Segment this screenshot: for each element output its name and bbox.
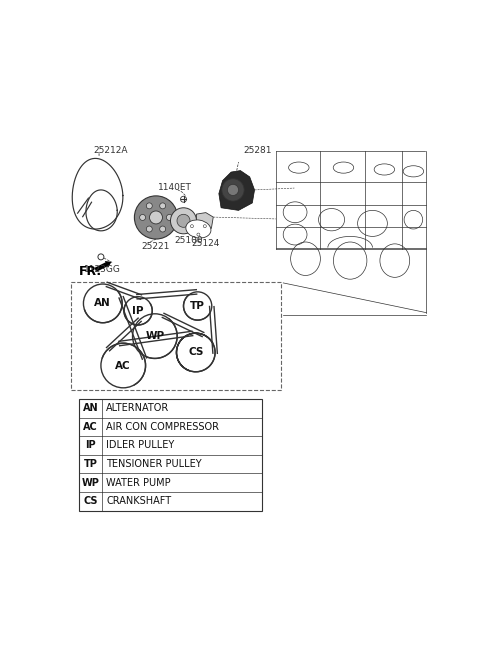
Text: TP: TP [84,459,97,469]
Text: AC: AC [83,422,98,432]
Circle shape [146,203,152,209]
Text: CS: CS [188,348,204,358]
Circle shape [167,215,172,220]
Text: 1123GG: 1123GG [84,265,121,274]
Text: IP: IP [132,306,144,316]
Circle shape [160,226,166,232]
Polygon shape [219,171,254,211]
Text: 25124: 25124 [192,239,220,249]
Circle shape [146,226,152,232]
Text: WP: WP [145,331,165,341]
Circle shape [160,203,166,209]
Text: FR.: FR. [79,265,102,278]
Text: WATER PUMP: WATER PUMP [106,478,171,487]
Text: CS: CS [83,497,98,506]
Text: AN: AN [95,298,111,308]
Circle shape [134,196,178,239]
Text: AN: AN [83,403,98,413]
Text: 1140ET: 1140ET [158,183,192,192]
Circle shape [204,225,206,228]
Text: 25212A: 25212A [93,146,128,155]
Text: WP: WP [82,478,99,487]
Circle shape [197,233,200,236]
Text: TP: TP [190,301,205,311]
Text: ALTERNATOR: ALTERNATOR [106,403,169,413]
Text: AC: AC [115,361,131,371]
Circle shape [222,178,244,201]
Circle shape [140,215,145,220]
Text: AIR CON COMPRESSOR: AIR CON COMPRESSOR [106,422,219,432]
Text: CRANKSHAFT: CRANKSHAFT [106,497,171,506]
Ellipse shape [186,220,211,238]
Circle shape [149,211,162,224]
Text: IP: IP [85,440,96,451]
Text: TENSIONER PULLEY: TENSIONER PULLEY [106,459,202,469]
Circle shape [170,208,196,234]
Text: 25100: 25100 [175,236,204,245]
Circle shape [228,184,239,195]
Bar [79,399,262,510]
Circle shape [191,225,193,228]
Text: IDLER PULLEY: IDLER PULLEY [106,440,174,451]
Text: 25281: 25281 [243,146,271,155]
Polygon shape [196,213,213,232]
Circle shape [177,215,190,228]
FancyArrow shape [95,261,111,272]
Text: 25221: 25221 [142,242,170,251]
